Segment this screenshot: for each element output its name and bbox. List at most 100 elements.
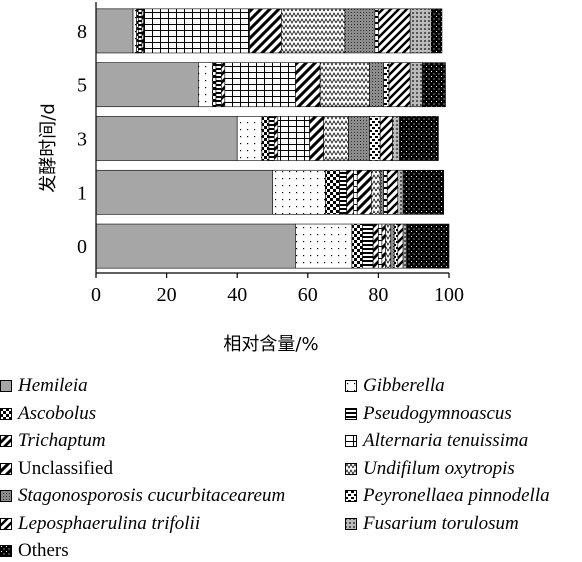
legend-item: Ascobolus — [0, 402, 97, 424]
legend-swatch — [0, 490, 12, 502]
bar-segment — [392, 116, 400, 161]
bar-segment — [221, 62, 226, 108]
legend-swatch — [345, 407, 357, 420]
bar-segment — [402, 223, 407, 269]
legend-label: Unclassified — [18, 457, 113, 479]
bar-segment — [372, 223, 379, 269]
bar-segment — [236, 116, 263, 161]
bar-segment — [406, 223, 450, 269]
y-tick-label: 0 — [77, 236, 87, 258]
bar-segment — [198, 62, 213, 108]
legend-label: Undifilum oxytropis — [363, 457, 515, 479]
bar-segment — [346, 169, 354, 215]
bar-segment — [261, 116, 270, 161]
bar-segment — [339, 169, 347, 215]
legend-label: Pseudogymnoascus — [363, 402, 512, 424]
bar-segment — [379, 116, 393, 161]
bar-segment — [378, 8, 411, 54]
legend-label: Ascobolus — [18, 402, 97, 424]
legend-swatch — [0, 517, 12, 530]
bar-segment — [369, 62, 384, 108]
legend-label: Trichaptum — [18, 430, 106, 451]
bar-segment — [319, 62, 370, 108]
legend-item: Leposphaerulina trifolii — [0, 512, 201, 534]
legend-swatch — [0, 435, 12, 447]
bar-segment — [344, 8, 376, 54]
bar-segment — [422, 62, 446, 108]
y-axis-title: 发酵时间/d — [38, 103, 59, 193]
legend-label: Alternaria tenuissima — [363, 430, 529, 451]
bar-segment — [281, 8, 346, 54]
y-tick-label: 3 — [77, 129, 87, 151]
bar-segment — [273, 116, 279, 161]
bar-segment — [325, 169, 340, 215]
legend-label: Others — [18, 540, 69, 561]
bar-segment — [295, 62, 321, 108]
x-axis-title: 相对含量/% — [223, 334, 318, 355]
legend-item: Others — [0, 541, 69, 561]
bar-segment — [385, 223, 392, 269]
x-tick-label: 80 — [368, 284, 388, 306]
bar-segment — [215, 62, 222, 108]
bar-segment — [277, 116, 310, 161]
bar-segment — [409, 8, 432, 54]
legend-label: Leposphaerulina trifolii — [18, 512, 201, 534]
legend-label: Hemileia — [18, 375, 88, 396]
bar-segment — [409, 62, 423, 108]
bar-segment — [95, 8, 134, 54]
legend-swatch — [345, 435, 357, 447]
legend-item: Fusarium torulosum — [345, 513, 519, 534]
bar-segment — [378, 223, 383, 269]
legend-swatch — [345, 380, 357, 392]
bar-segment — [351, 223, 363, 269]
y-tick-label: 1 — [77, 182, 87, 204]
bar-segment — [268, 116, 275, 161]
legend-swatch — [345, 517, 357, 530]
legend-item: Peyronellaea pinnodella — [345, 486, 550, 506]
legend-swatch — [0, 545, 12, 557]
bar-segment — [381, 223, 386, 269]
legend-item: Undifilum oxytropis — [345, 457, 515, 479]
bar-segment — [431, 8, 443, 54]
legend-swatch — [345, 462, 357, 475]
stacked-bar-chart: 8 5 3 1 0 0 20 40 60 80 100 发酵时间/d 相对含量/% — [38, 2, 464, 355]
bar-segment — [390, 223, 395, 269]
bar-segment — [383, 62, 390, 108]
legend-label: Peyronellaea pinnodella — [363, 485, 550, 506]
legend-swatch — [345, 490, 357, 502]
legend-item: Stagonosporosis cucurbitaceareum — [0, 486, 285, 506]
bar-segment — [353, 169, 358, 215]
axes-layer: 0 20 40 60 80 100 — [91, 2, 464, 306]
bar-segment — [371, 169, 381, 215]
bar-segment — [362, 223, 374, 269]
x-tick-label: 0 — [91, 284, 101, 306]
bar-segment — [95, 116, 238, 161]
legend-item: Hemileia — [0, 376, 88, 396]
bar-segment — [393, 223, 399, 269]
bar-segment — [143, 8, 250, 54]
bar-segment — [224, 62, 296, 108]
legend-swatch — [0, 380, 12, 392]
bar-segment — [379, 169, 384, 215]
legend-item: Unclassified — [0, 457, 113, 479]
bar-segment — [132, 8, 137, 54]
bar-segment — [356, 169, 372, 215]
bar-segment — [309, 116, 324, 161]
legend-swatch — [0, 462, 12, 475]
bar-segment — [369, 116, 381, 161]
legend-item: Gibberella — [345, 376, 445, 396]
bar-segment — [348, 116, 370, 161]
legend-item: Pseudogymnoascus — [345, 402, 512, 424]
x-tick-label: 40 — [227, 284, 247, 306]
legend-label: Stagonosporosis cucurbitaceareum — [18, 485, 286, 506]
legend-item: Trichaptum — [0, 431, 106, 451]
bar-segment — [212, 62, 217, 108]
legend-swatch — [0, 407, 12, 420]
x-tick-label: 20 — [157, 284, 177, 306]
bar-segment — [383, 169, 388, 215]
legend-item: Alternaria tenuissima — [345, 431, 528, 451]
bar-segment — [95, 62, 199, 108]
bar-segment — [295, 223, 353, 269]
bars-layer: 8 5 3 1 0 — [77, 8, 450, 269]
bar-segment — [402, 169, 445, 215]
